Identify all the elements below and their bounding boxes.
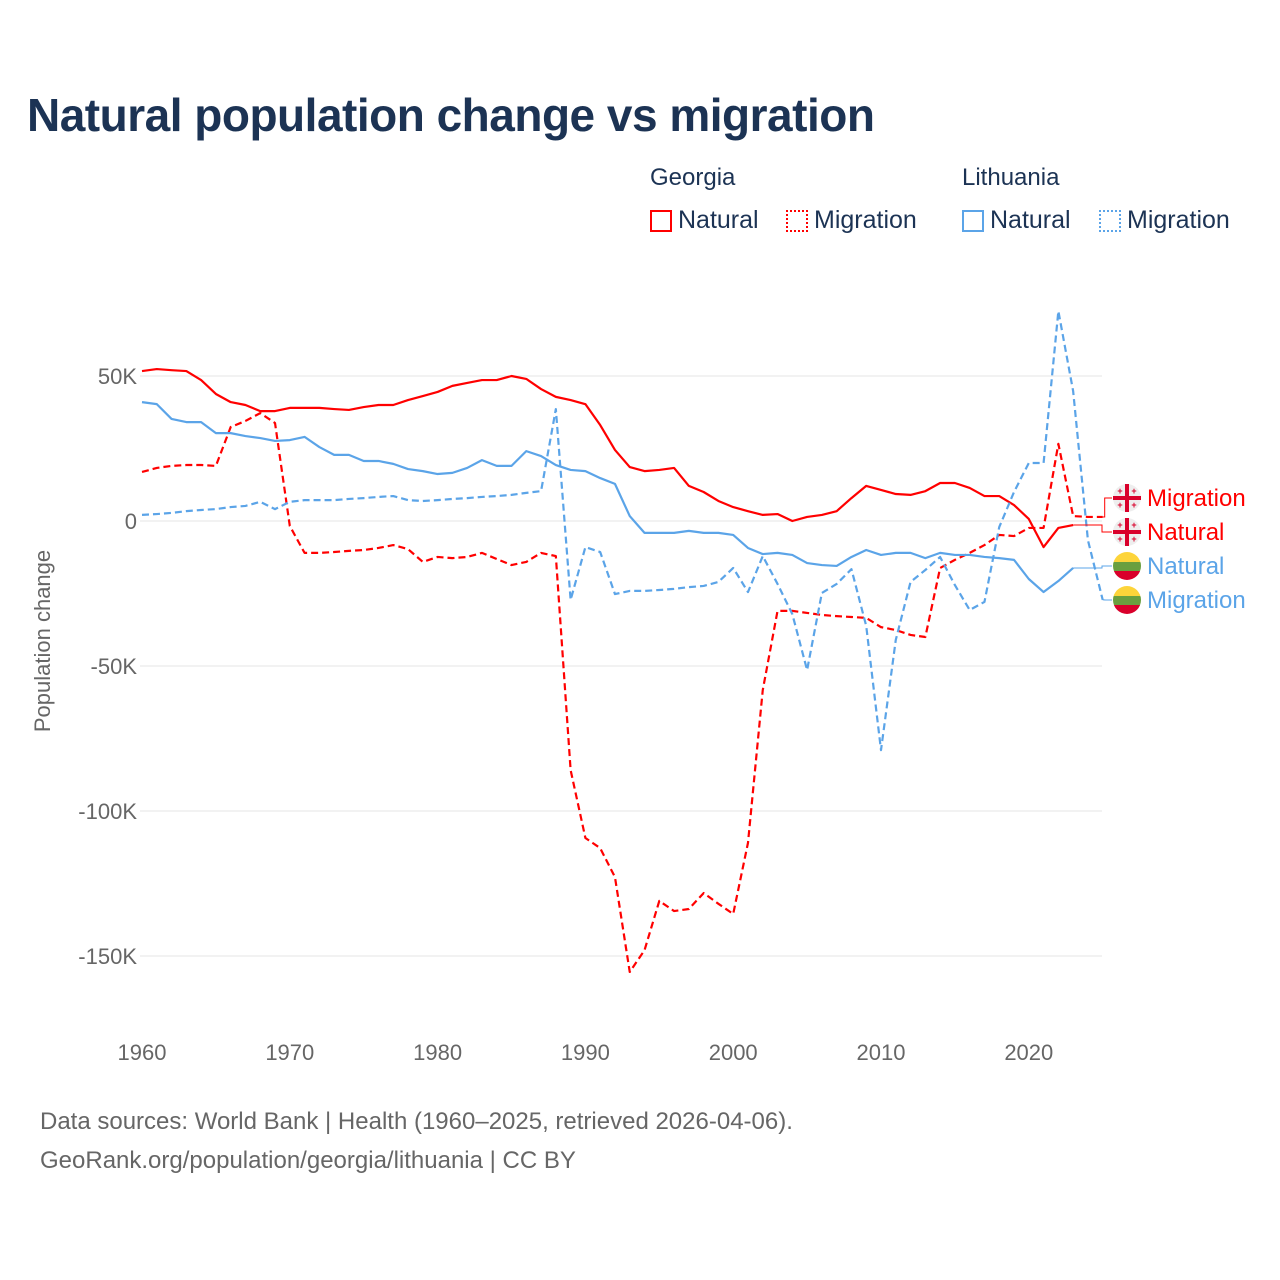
solid-swatch-icon [962,209,984,232]
flag-small-cross: + [1117,534,1122,544]
legend-group-georgia: Georgia [650,164,736,191]
label-connector [1073,565,1112,569]
legend-label: Natural [678,206,759,234]
y-tick-label: 50K [98,364,137,389]
legend-group-lithuania: Lithuania [962,164,1060,191]
flag-cross [1113,496,1141,500]
flag-small-cross: + [1131,534,1136,544]
series-line-lithuania-migration [141,309,1104,752]
flag-small-cross: + [1117,520,1122,530]
x-tick-label: 1960 [118,1040,167,1065]
flag-green [1113,562,1141,571]
legend-item-lithuania-migration[interactable]: Migration [1099,206,1230,235]
series-line-lithuania-natural [141,401,1074,594]
georgia-flag-icon: + + + + [1113,518,1141,546]
legend-item-georgia-migration[interactable]: Migration [786,206,917,235]
lithuania-flag-icon [1113,552,1141,580]
label-connector [1102,497,1112,518]
x-tick-label: 2000 [709,1040,758,1065]
chart-title: Natural population change vs migration [27,89,875,141]
lithuania-flag-icon [1113,586,1141,614]
footer-sources: Data sources: World Bank | Health (1960–… [40,1108,793,1135]
y-tick-label: 0 [125,509,137,534]
series-line-georgia-migration [141,412,1103,974]
x-tick-label: 2020 [1004,1040,1053,1065]
x-tick-label: 1970 [265,1040,314,1065]
y-tick-label: -100K [78,799,137,824]
flag-small-cross: + [1131,500,1136,510]
end-label-georgia-natural: Natural [1147,519,1224,546]
series-line-georgia-natural [141,367,1074,549]
end-label-georgia-migration: Migration [1147,485,1246,512]
x-tick-label: 1980 [413,1040,462,1065]
flag-green [1113,596,1141,605]
x-tick-label: 1990 [561,1040,610,1065]
flag-stripes [1113,586,1141,614]
flag-small-cross: + [1117,500,1122,510]
x-tick-label: 2010 [857,1040,906,1065]
flag-cross [1113,530,1141,534]
dotted-swatch-icon [1099,209,1121,232]
legend-label: Natural [990,206,1071,234]
georgia-flag-icon: + + + + [1113,484,1141,512]
flag-small-cross: + [1117,486,1122,496]
flag-stripes [1113,552,1141,580]
y-axis-label: Population change [30,550,55,732]
flag-yellow [1113,586,1141,596]
legend-item-lithuania-natural[interactable]: Natural [962,206,1071,235]
flag-small-cross: + [1131,486,1136,496]
flag-small-cross: + [1131,520,1136,530]
end-label-lithuania-natural: Natural [1147,553,1224,580]
y-tick-label: -50K [91,654,138,679]
flag-red [1113,571,1141,580]
footer-url[interactable]: GeoRank.org/population/georgia/lithuania… [40,1147,576,1174]
dotted-swatch-icon [786,209,808,232]
y-tick-label: -150K [78,944,137,969]
end-label-lithuania-migration: Migration [1147,587,1246,614]
legend-label: Migration [1127,206,1230,234]
flag-yellow [1113,552,1141,562]
solid-swatch-icon [650,209,672,232]
label-connector [1073,524,1112,533]
legend-label: Migration [814,206,917,234]
legend-item-georgia-natural[interactable]: Natural [650,206,759,235]
flag-red [1113,605,1141,614]
